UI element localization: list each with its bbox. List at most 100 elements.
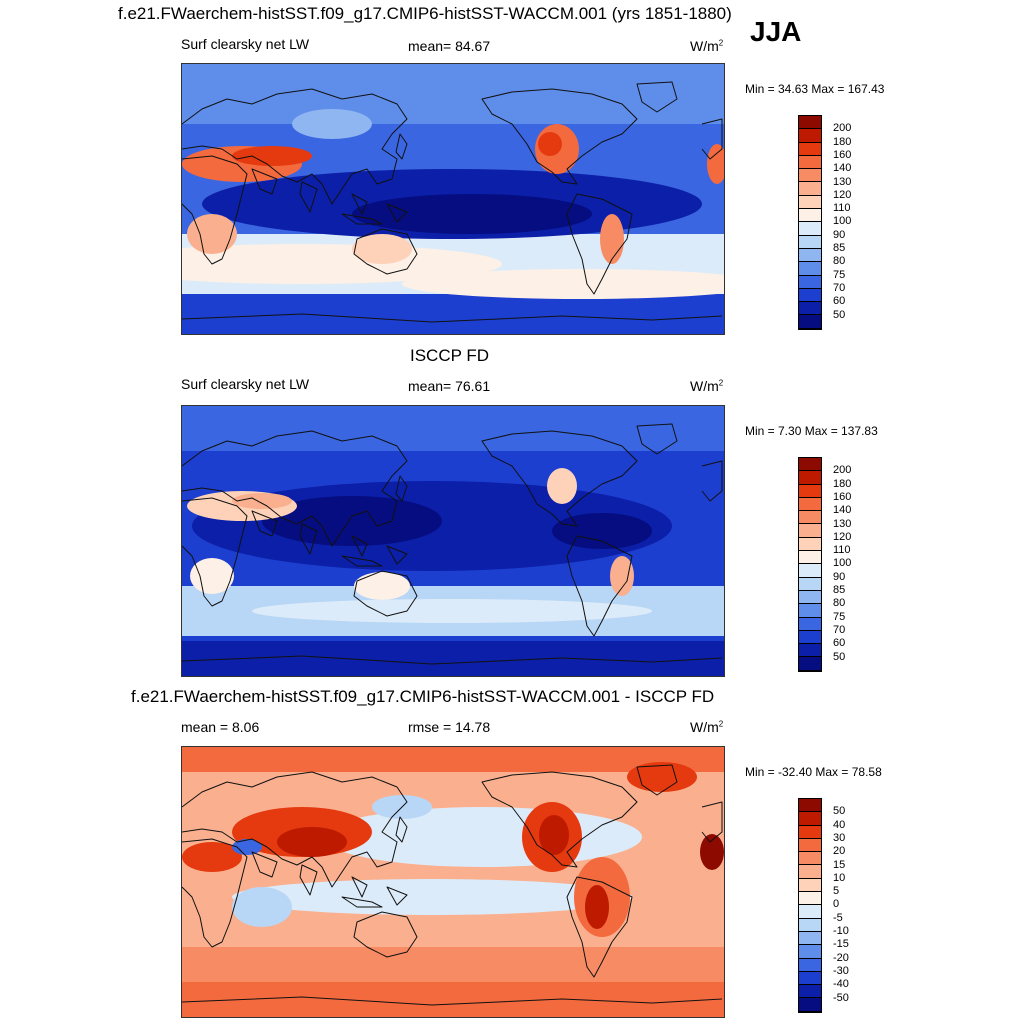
colorbar-tick-label: 75 xyxy=(833,268,846,281)
colorbar-tick-label: 80 xyxy=(833,255,846,268)
colorbar-segment xyxy=(799,155,821,170)
colorbar-segment xyxy=(799,799,821,813)
colorbar-segment xyxy=(799,644,821,658)
colorbar-tick-label: -20 xyxy=(833,951,849,964)
colorbar-tick-label: 140 xyxy=(833,162,852,175)
panel-1-title: f.e21.FWaerchem-histSST.f09_g17.CMIP6-hi… xyxy=(118,4,732,23)
colorbar-segment xyxy=(799,604,821,618)
colorbar-tick-label: 10 xyxy=(833,871,846,884)
colorbar-segment xyxy=(799,235,821,249)
colorbar-segment xyxy=(799,551,821,565)
colorbar-segment xyxy=(799,617,821,631)
panel-1-colorbar xyxy=(798,115,822,330)
colorbar-tick-label: 120 xyxy=(833,188,852,201)
colorbar-segment xyxy=(799,958,821,972)
panel-1-variable-label: Surf clearsky net LW xyxy=(181,36,310,52)
colorbar-tick-label: 5 xyxy=(833,885,840,898)
panel-2-minmax: Min = 7.30 Max = 137.83 xyxy=(745,424,878,438)
colorbar-tick-label: 160 xyxy=(833,148,852,161)
colorbar-segment xyxy=(799,142,821,156)
colorbar-segment xyxy=(799,838,821,853)
colorbar-tick-label: 50 xyxy=(833,650,846,663)
panel-3-title: f.e21.FWaerchem-histSST.f09_g17.CMIP6-hi… xyxy=(131,687,715,706)
colorbar-tick-label: 70 xyxy=(833,281,846,294)
panel-2-mean-label: mean= 76.61 xyxy=(408,378,491,394)
colorbar-segment xyxy=(799,262,821,276)
panel-3-map xyxy=(181,746,725,1018)
colorbar-segment xyxy=(799,998,821,1012)
colorbar-tick-label: 75 xyxy=(833,610,846,623)
colorbar-tick-label: 200 xyxy=(833,122,852,135)
colorbar-segment xyxy=(799,497,821,512)
colorbar-segment xyxy=(799,971,821,986)
colorbar-tick-label: 20 xyxy=(833,845,846,858)
colorbar-tick-label: 85 xyxy=(833,584,846,596)
colorbar-tick-label: 160 xyxy=(833,490,852,503)
colorbar-segment xyxy=(799,222,821,236)
colorbar-tick-label: 200 xyxy=(833,464,852,477)
colorbar-segment xyxy=(799,484,821,498)
colorbar-segment xyxy=(799,195,821,210)
colorbar-tick-label: -10 xyxy=(833,925,849,937)
colorbar-tick-label: 40 xyxy=(833,818,846,831)
colorbar-segment xyxy=(799,657,821,671)
colorbar-segment xyxy=(799,315,821,329)
colorbar-tick-label: 15 xyxy=(833,858,846,871)
colorbar-tick-label: -50 xyxy=(833,991,849,1004)
colorbar-tick-label: -15 xyxy=(833,938,849,951)
colorbar-tick-label: 90 xyxy=(833,570,846,583)
colorbar-segment xyxy=(799,182,821,196)
colorbar-segment xyxy=(799,825,821,839)
colorbar-tick-label: -30 xyxy=(833,964,849,977)
colorbar-tick-label: 110 xyxy=(833,544,851,557)
colorbar-segment xyxy=(799,918,821,932)
panel-3-minmax: Min = -32.40 Max = 78.58 xyxy=(745,765,882,779)
panel-2-colorbar xyxy=(798,457,822,672)
season-label: JJA xyxy=(750,16,802,47)
colorbar-segment xyxy=(799,129,821,143)
colorbar-tick-label: 70 xyxy=(833,623,846,636)
colorbar-segment xyxy=(799,985,821,999)
colorbar-segment xyxy=(799,865,821,879)
colorbar-segment xyxy=(799,537,821,552)
colorbar-segment xyxy=(799,931,821,946)
colorbar-tick-label: 60 xyxy=(833,295,846,308)
colorbar-tick-label: -40 xyxy=(833,978,849,991)
colorbar-tick-label: 180 xyxy=(833,477,852,490)
colorbar-tick-label: 130 xyxy=(833,175,852,188)
panel-3-colorbar xyxy=(798,798,822,1013)
colorbar-tick-label: 120 xyxy=(833,530,852,543)
panel-2-title: ISCCP FD xyxy=(410,346,490,365)
colorbar-tick-label: 0 xyxy=(833,898,840,911)
colorbar-tick-label: 85 xyxy=(833,242,846,254)
colorbar-segment xyxy=(799,275,821,289)
colorbar-tick-label: 100 xyxy=(833,557,852,570)
panel-2-map xyxy=(181,405,725,677)
colorbar-tick-label: 80 xyxy=(833,597,846,610)
panel-2-variable-label: Surf clearsky net LW xyxy=(181,376,310,392)
panel-1-map xyxy=(181,63,725,335)
colorbar-segment xyxy=(799,169,821,183)
colorbar-tick-label: 50 xyxy=(833,308,846,321)
colorbar-segment xyxy=(799,288,821,303)
colorbar-tick-label: 90 xyxy=(833,228,846,241)
panel-3-mean-label: mean = 8.06 xyxy=(181,719,260,735)
colorbar-segment xyxy=(799,630,821,645)
colorbar-segment xyxy=(799,852,821,866)
colorbar-segment xyxy=(799,471,821,485)
colorbar-segment xyxy=(799,511,821,525)
colorbar-tick-label: 60 xyxy=(833,637,846,650)
colorbar-segment xyxy=(799,116,821,130)
panel-3-units: W/m2 xyxy=(690,719,724,735)
colorbar-tick-label: 30 xyxy=(833,831,846,844)
colorbar-segment xyxy=(799,945,821,959)
colorbar-segment xyxy=(799,905,821,919)
colorbar-tick-label: 130 xyxy=(833,517,852,530)
colorbar-tick-label: 50 xyxy=(833,805,846,818)
colorbar-segment xyxy=(799,577,821,591)
panel-3-rmse-label: rmse = 14.78 xyxy=(408,719,491,735)
panel-1-mean-label: mean= 84.67 xyxy=(408,38,491,54)
colorbar-tick-label: 100 xyxy=(833,215,852,228)
panel-1-units: W/m2 xyxy=(690,38,724,54)
colorbar-segment xyxy=(799,302,821,316)
